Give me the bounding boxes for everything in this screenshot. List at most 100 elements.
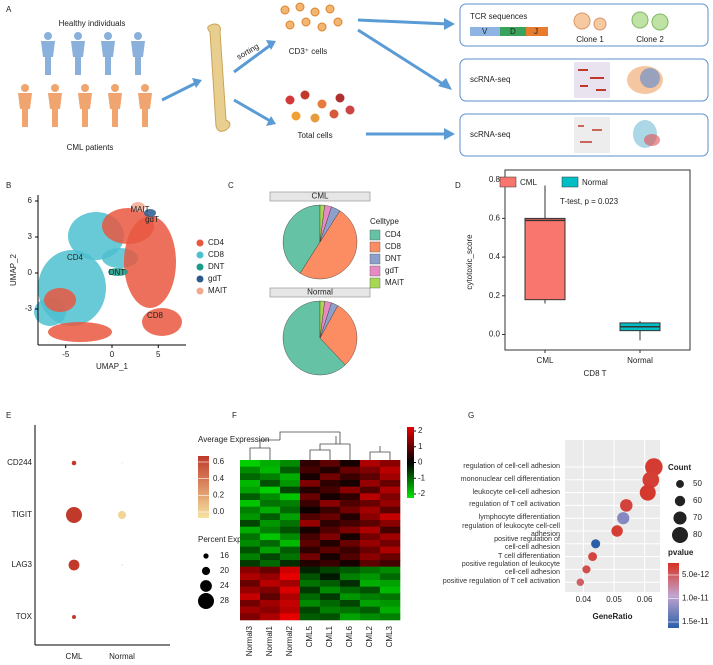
- arrow: [233, 42, 273, 74]
- heatmap-cell: [300, 480, 321, 487]
- heatmap-cell: [360, 480, 381, 487]
- cell: [333, 17, 343, 27]
- colorbar-label: 1: [418, 442, 423, 451]
- heatmap-cell: [240, 466, 261, 474]
- heatmap-cell: [380, 540, 401, 547]
- heatmap-cell: [380, 526, 401, 534]
- heatmap-cell: [380, 480, 401, 487]
- x-axis-label: UMAP_1: [96, 362, 129, 371]
- heatmap-cell: [360, 533, 381, 541]
- column-label: CML3: [385, 625, 394, 647]
- legend-label: gdT: [385, 266, 399, 275]
- cluster-label: gdT: [145, 215, 159, 224]
- y-axis-label: cytotoxic_score: [465, 234, 474, 290]
- person-head: [21, 84, 29, 92]
- heatmap-cell: [260, 500, 281, 507]
- heatmap-cell: [360, 600, 381, 607]
- x-tick-label: CML: [537, 356, 554, 365]
- heatmap-cell: [240, 566, 261, 574]
- heatmap-cell: [320, 480, 341, 487]
- person-body: [18, 93, 32, 127]
- person-body: [108, 93, 122, 127]
- person-head: [104, 32, 112, 40]
- heatmap-cell: [280, 533, 301, 541]
- heatmap-cell: [280, 520, 301, 527]
- heatmap-cell: [280, 606, 301, 614]
- heatmap-cell: [280, 580, 301, 587]
- heatmap-cell: [300, 613, 321, 621]
- cell: [291, 111, 301, 121]
- heatmap-cell: [280, 566, 301, 574]
- y-tick-label: TIGIT: [12, 510, 33, 519]
- heatmap-cell: [380, 566, 401, 574]
- arrow-head: [444, 18, 455, 30]
- heatmap-cell: [300, 560, 321, 567]
- size-label: 80: [693, 530, 702, 539]
- facet-title: Normal: [307, 288, 333, 297]
- heatmap-cell: [260, 606, 281, 614]
- x-tick-label: Normal: [627, 356, 653, 365]
- label: CD3⁺ cells: [289, 47, 327, 56]
- cell: [295, 2, 305, 12]
- legend-title: Percent Expressed: [198, 535, 266, 544]
- segment: [500, 27, 526, 36]
- heatmap-cell: [360, 580, 381, 587]
- legend-label: MAIT: [385, 278, 404, 287]
- heatmap-cell: [380, 493, 401, 501]
- heatmap-cell: [260, 580, 281, 587]
- label: sorting: [235, 42, 260, 62]
- clone: [593, 17, 607, 31]
- column-label: CML1: [325, 625, 334, 647]
- y-tick-label: regulation of cell-cell adhesion: [463, 461, 560, 470]
- heatmap-cell: [380, 553, 401, 561]
- panel-letter: F: [232, 411, 237, 420]
- heatmap-cell: [380, 466, 401, 474]
- facet-title: CML: [312, 192, 329, 201]
- heatmap-cell: [320, 613, 341, 621]
- column-label: CML5: [305, 625, 314, 647]
- heatmap-cell: [260, 480, 281, 487]
- legend-swatch: [196, 239, 204, 247]
- heatmap-cell: [300, 553, 321, 561]
- x-tick-label: Normal: [109, 652, 135, 661]
- heatmap-cell: [340, 553, 361, 561]
- size-key: [674, 495, 686, 507]
- cell: [285, 20, 295, 30]
- x-axis-label: GeneRatio: [592, 612, 632, 621]
- panel-letter: A: [6, 5, 12, 14]
- heatmap-cell: [300, 600, 321, 607]
- size-label: 20: [220, 566, 229, 575]
- dot: [588, 552, 598, 562]
- label: TCR sequences: [470, 12, 527, 21]
- size-key: [200, 580, 212, 592]
- x-tick-label: -5: [62, 350, 70, 359]
- heatmap-cell: [240, 606, 261, 614]
- heatmap-cell: [340, 560, 361, 567]
- heatmap-cell: [280, 460, 301, 467]
- heatmap-cell: [300, 580, 321, 587]
- heatmap-cell: [280, 573, 301, 581]
- colorbar-label: 5.0e-12: [682, 570, 710, 579]
- heatmap-cell: [240, 580, 261, 587]
- y-tick-label: LAG3: [12, 560, 33, 569]
- heatmap-cell: [320, 600, 341, 607]
- pie-slice: [299, 210, 358, 280]
- bone: [207, 23, 231, 132]
- heatmap-cell: [280, 466, 301, 474]
- cells: [280, 2, 355, 123]
- heatmap-cell: [320, 460, 341, 467]
- arrow-head: [266, 40, 276, 50]
- legend-swatch: [369, 241, 381, 253]
- heatmap-cell: [360, 486, 381, 494]
- heatmap-cell: [240, 480, 261, 487]
- dot: [68, 559, 80, 571]
- heatmap-cell: [280, 500, 301, 507]
- heatmap-cell: [240, 526, 261, 534]
- cluster-label: MAIT: [130, 205, 149, 214]
- cluster-region: [131, 202, 145, 212]
- colorbar-label: 0.2: [213, 490, 225, 499]
- heatmap-cell: [300, 506, 321, 514]
- heatmap-cell: [280, 553, 301, 561]
- heatmap-cell: [280, 560, 301, 567]
- heatmap-cell: [280, 540, 301, 547]
